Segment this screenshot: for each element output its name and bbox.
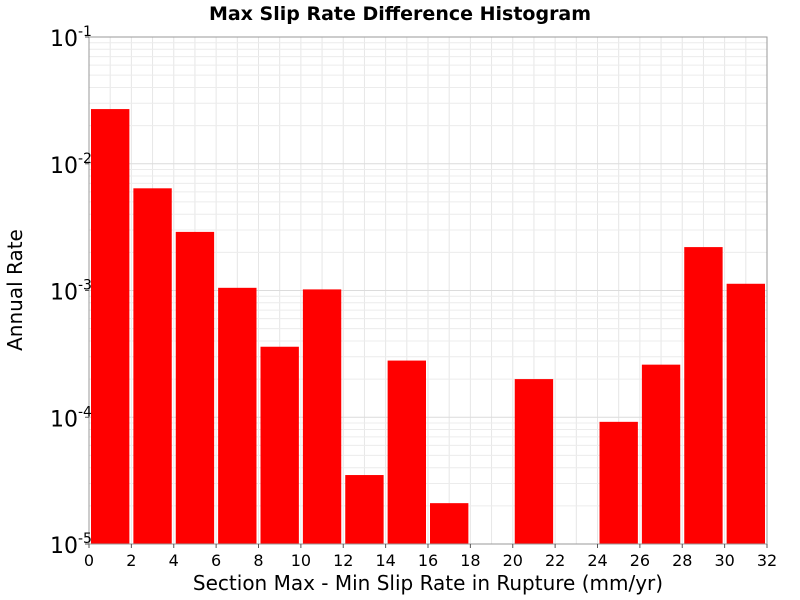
bar-13 xyxy=(641,364,681,544)
chart-title: Max Slip Rate Difference Histogram xyxy=(209,3,591,25)
y-tick-base: 10 xyxy=(50,534,78,559)
bar-6 xyxy=(345,475,384,544)
y-tick-base: 10 xyxy=(50,407,78,432)
bar-12 xyxy=(599,421,638,544)
x-axis-ticks: 0 2 4 6 8 10 12 14 16 18 20 22 24 26 28 30 32 xyxy=(84,544,777,570)
bar-5 xyxy=(302,289,342,544)
bar-8 xyxy=(430,503,469,544)
bar-1 xyxy=(133,188,172,544)
x-tick-label: 16 xyxy=(418,551,438,570)
x-tick-label: 22 xyxy=(545,551,565,570)
x-tick-label: 6 xyxy=(211,551,221,570)
x-tick-label: 12 xyxy=(333,551,353,570)
x-tick-label: 28 xyxy=(672,551,692,570)
bars-group xyxy=(91,109,765,544)
bar-10 xyxy=(514,379,554,544)
y-tick-label: 10-3 xyxy=(50,278,92,306)
bar-7 xyxy=(387,360,426,544)
x-tick-label: 14 xyxy=(375,551,395,570)
y-tick-label: 10-5 xyxy=(50,531,92,559)
x-axis-label: Section Max - Min Slip Rate in Rupture (… xyxy=(193,571,663,595)
x-tick-label: 2 xyxy=(126,551,136,570)
y-tick-label: 10-2 xyxy=(50,151,92,179)
x-tick-label: 32 xyxy=(757,551,777,570)
bar-14 xyxy=(684,247,723,544)
x-tick-label: 20 xyxy=(503,551,523,570)
y-tick-exponent: -5 xyxy=(78,531,92,547)
bar-4 xyxy=(260,346,299,544)
y-tick-label: 10-1 xyxy=(50,24,92,52)
y-tick-exponent: -2 xyxy=(78,151,92,167)
bar-2 xyxy=(175,231,215,544)
bar-3 xyxy=(218,287,257,544)
y-tick-base: 10 xyxy=(50,281,78,306)
y-tick-base: 10 xyxy=(50,154,78,179)
bar-0 xyxy=(91,109,130,544)
y-tick-base: 10 xyxy=(50,27,78,52)
y-axis-ticks: 10-510-410-310-210-1 xyxy=(50,24,92,559)
x-tick-label: 10 xyxy=(291,551,311,570)
x-tick-label: 18 xyxy=(460,551,480,570)
x-tick-label: 8 xyxy=(253,551,263,570)
y-tick-label: 10-4 xyxy=(50,404,92,432)
y-tick-exponent: -4 xyxy=(78,404,92,420)
x-tick-label: 30 xyxy=(714,551,734,570)
x-tick-label: 26 xyxy=(630,551,650,570)
x-tick-label: 24 xyxy=(587,551,607,570)
y-tick-exponent: -1 xyxy=(78,24,92,40)
x-tick-label: 0 xyxy=(84,551,94,570)
x-tick-label: 4 xyxy=(169,551,179,570)
bar-15 xyxy=(726,283,765,544)
y-tick-exponent: -3 xyxy=(78,278,92,294)
y-axis-label: Annual Rate xyxy=(3,229,27,351)
